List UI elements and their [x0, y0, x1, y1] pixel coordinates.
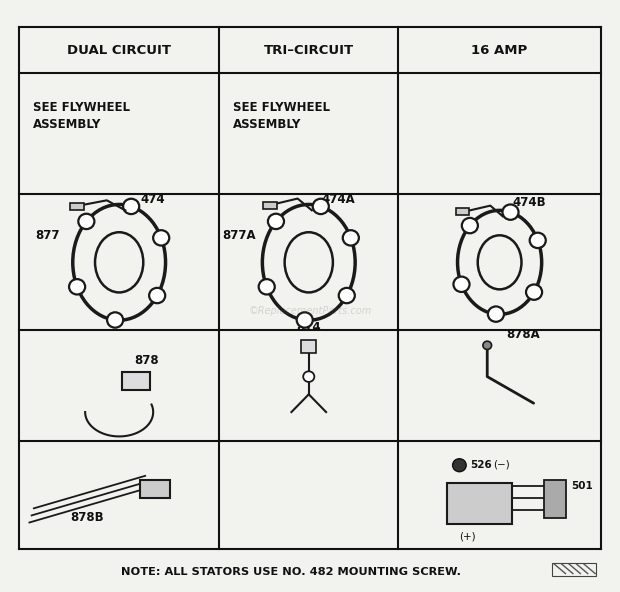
Text: 16 AMP: 16 AMP — [471, 43, 528, 56]
Text: 474: 474 — [141, 193, 166, 206]
Circle shape — [339, 288, 355, 303]
Text: SEE FLYWHEEL
ASSEMBLY: SEE FLYWHEEL ASSEMBLY — [33, 101, 130, 131]
Circle shape — [123, 199, 140, 214]
Circle shape — [453, 459, 466, 472]
Text: 877: 877 — [35, 229, 60, 242]
Circle shape — [259, 279, 275, 294]
Bar — [544, 480, 566, 519]
Text: 814: 814 — [296, 320, 321, 333]
Circle shape — [462, 218, 478, 233]
Circle shape — [297, 313, 312, 328]
Bar — [447, 483, 512, 525]
Circle shape — [107, 313, 123, 328]
Circle shape — [529, 233, 546, 248]
Text: SEE FLYWHEEL
ASSEMBLY: SEE FLYWHEEL ASSEMBLY — [232, 101, 330, 131]
Text: (−): (−) — [494, 459, 510, 469]
Circle shape — [343, 230, 359, 246]
Circle shape — [488, 307, 504, 322]
Circle shape — [453, 276, 469, 292]
Text: 877A: 877A — [222, 229, 256, 242]
Text: 501: 501 — [571, 481, 593, 491]
Bar — [552, 563, 596, 576]
Text: NOTE: ALL STATORS USE NO. 482 MOUNTING SCREW.: NOTE: ALL STATORS USE NO. 482 MOUNTING S… — [122, 567, 461, 577]
Text: ©ReplacementParts.com: ©ReplacementParts.com — [249, 305, 371, 316]
Circle shape — [303, 371, 314, 382]
Circle shape — [502, 204, 518, 220]
Text: (+): (+) — [459, 532, 476, 542]
Text: DUAL CIRCUIT: DUAL CIRCUIT — [67, 43, 171, 56]
Circle shape — [78, 214, 94, 229]
Text: TRI–CIRCUIT: TRI–CIRCUIT — [264, 43, 354, 56]
Circle shape — [268, 214, 284, 229]
Text: 878: 878 — [135, 353, 159, 366]
Circle shape — [153, 230, 169, 246]
Text: 474A: 474A — [321, 193, 355, 206]
Circle shape — [526, 285, 542, 300]
Circle shape — [149, 288, 165, 303]
Text: 878A: 878A — [506, 328, 540, 341]
Text: 526: 526 — [471, 459, 492, 469]
Text: 878B: 878B — [71, 511, 104, 525]
Bar — [122, 372, 150, 390]
Bar — [301, 340, 316, 353]
Bar — [140, 480, 170, 498]
Text: 474B: 474B — [512, 196, 546, 209]
Bar — [70, 202, 84, 210]
Bar — [263, 201, 277, 208]
Bar — [456, 208, 469, 215]
Circle shape — [483, 341, 492, 349]
Circle shape — [69, 279, 85, 294]
Circle shape — [312, 199, 329, 214]
